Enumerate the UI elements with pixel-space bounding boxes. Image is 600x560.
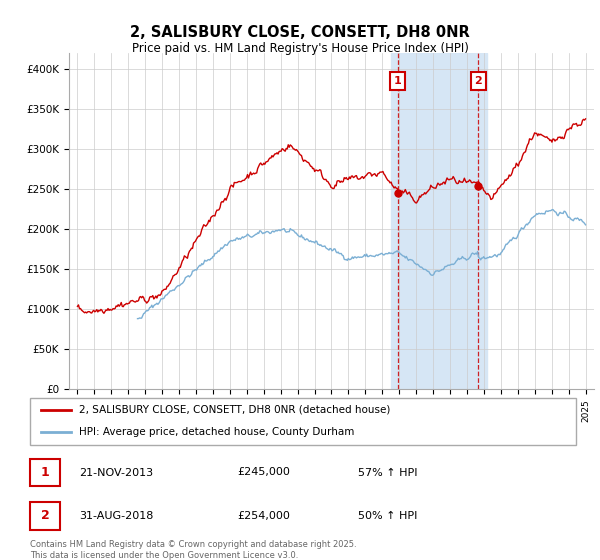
Text: £245,000: £245,000 — [238, 468, 290, 478]
FancyBboxPatch shape — [30, 459, 60, 487]
Text: 2, SALISBURY CLOSE, CONSETT, DH8 0NR (detached house): 2, SALISBURY CLOSE, CONSETT, DH8 0NR (de… — [79, 404, 391, 414]
Text: £254,000: £254,000 — [238, 511, 290, 521]
FancyBboxPatch shape — [30, 502, 60, 530]
Text: 1: 1 — [394, 76, 401, 86]
Text: HPI: Average price, detached house, County Durham: HPI: Average price, detached house, Coun… — [79, 427, 355, 437]
Bar — [391, 53, 487, 389]
Text: 50% ↑ HPI: 50% ↑ HPI — [358, 511, 417, 521]
Text: 57% ↑ HPI: 57% ↑ HPI — [358, 468, 417, 478]
Text: 2: 2 — [475, 76, 482, 86]
Text: Contains HM Land Registry data © Crown copyright and database right 2025.
This d: Contains HM Land Registry data © Crown c… — [30, 540, 356, 560]
Text: 21-NOV-2013: 21-NOV-2013 — [79, 468, 153, 478]
FancyBboxPatch shape — [30, 398, 576, 445]
Text: 2, SALISBURY CLOSE, CONSETT, DH8 0NR: 2, SALISBURY CLOSE, CONSETT, DH8 0NR — [130, 25, 470, 40]
Text: Price paid vs. HM Land Registry's House Price Index (HPI): Price paid vs. HM Land Registry's House … — [131, 42, 469, 55]
Text: 2: 2 — [41, 510, 49, 522]
Text: 31-AUG-2018: 31-AUG-2018 — [79, 511, 154, 521]
Text: 1: 1 — [41, 466, 49, 479]
